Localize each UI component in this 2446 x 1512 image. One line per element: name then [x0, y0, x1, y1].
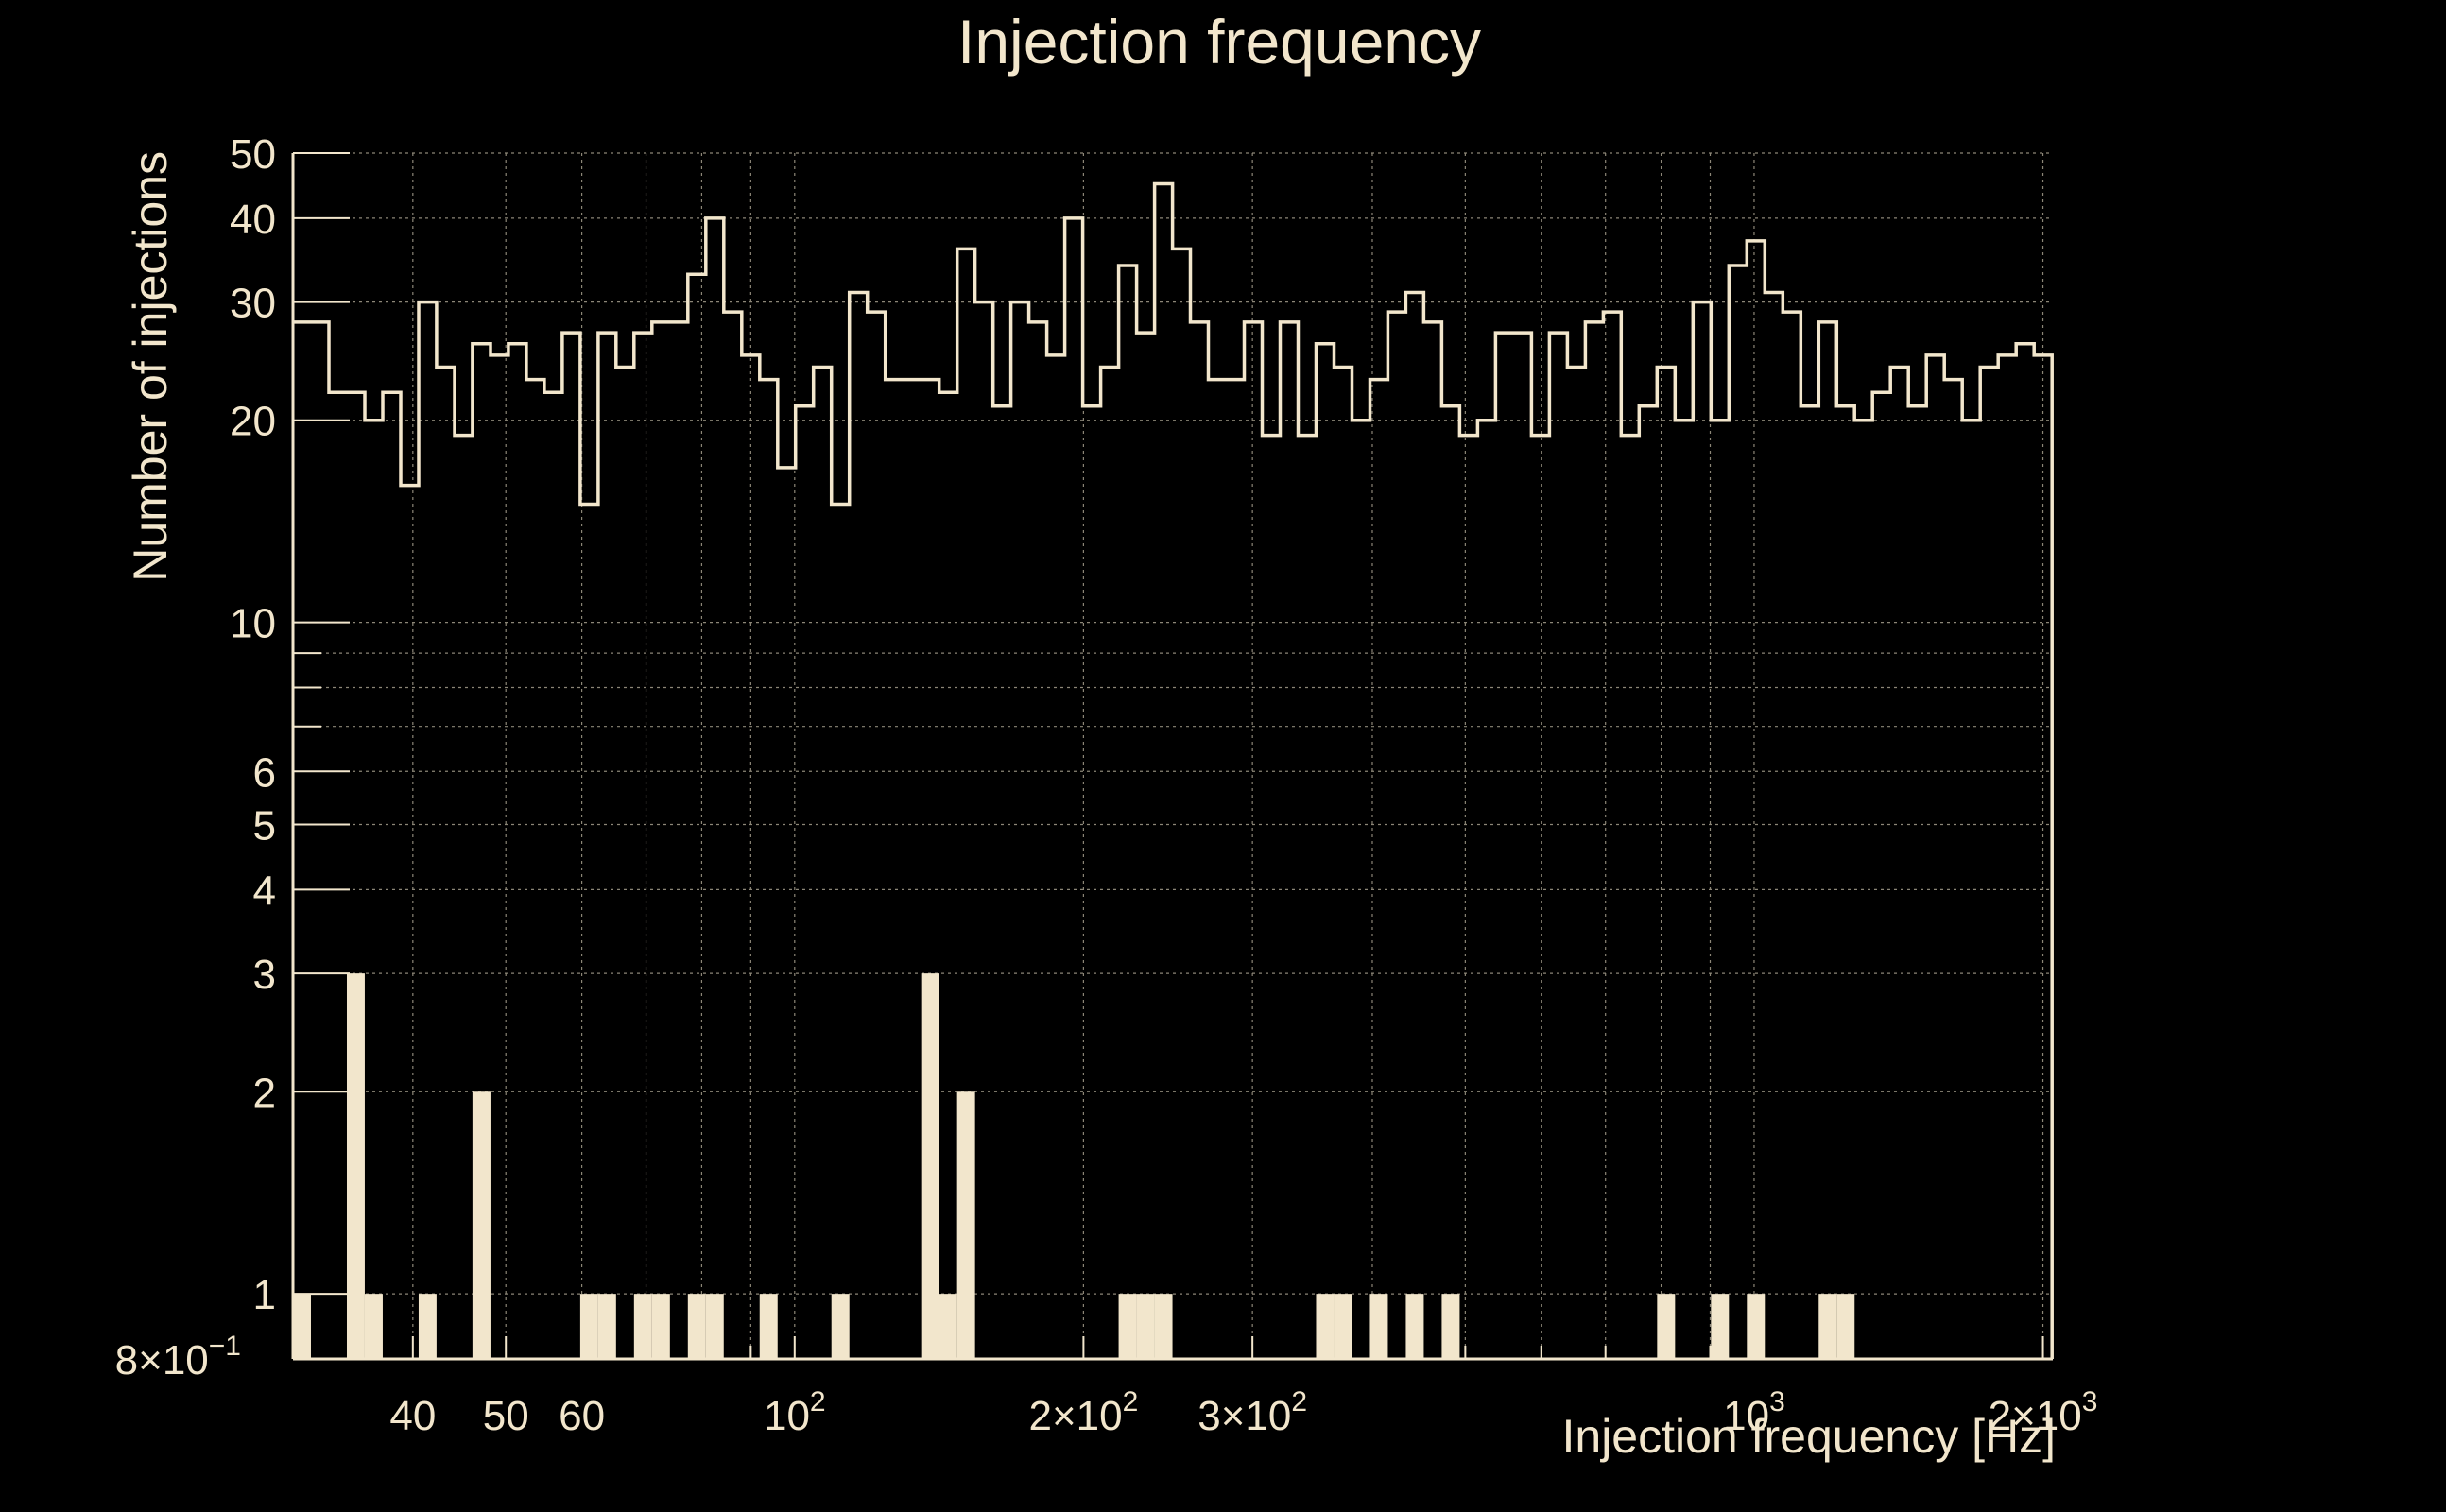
y-axis-title: Number of injections: [124, 151, 177, 582]
x-tick-label: 40: [389, 1393, 436, 1439]
histogram-bar: [1657, 1294, 1676, 1359]
histogram-bar: [346, 973, 365, 1359]
x-tick-label: 3×102: [1197, 1386, 1307, 1439]
histogram-bar: [1711, 1294, 1730, 1359]
y-tick-label: 40: [230, 197, 276, 243]
histogram-bar: [687, 1294, 706, 1359]
x-tick-label: 2×102: [1028, 1386, 1138, 1439]
histogram-bar: [831, 1294, 850, 1359]
y-tick-label: 50: [230, 131, 276, 178]
series-layer: [293, 181, 2054, 1359]
histogram-bar: [651, 1294, 670, 1359]
histogram-bar: [1405, 1294, 1424, 1359]
histogram-bar: [1836, 1294, 1855, 1359]
x-tick-label: 60: [559, 1393, 605, 1439]
histogram-bar: [472, 1091, 491, 1359]
histogram-bar: [759, 1294, 778, 1359]
tick-labels: 40 50 60 102 2×102 3×102 103 2×1038×10−11234561…: [115, 131, 2098, 1439]
x-tick-label: 2×103: [1989, 1386, 2098, 1439]
histogram-bar: [293, 1294, 311, 1359]
x-tick-label: 50: [483, 1393, 529, 1439]
histogram-bar: [1334, 1294, 1352, 1359]
y-tick-label: 20: [230, 399, 276, 445]
histogram-bar: [921, 973, 939, 1359]
y-tick-label: 4: [253, 868, 276, 914]
histogram-bar: [1369, 1294, 1388, 1359]
histogram-bar: [1118, 1294, 1137, 1359]
histogram-bar: [1441, 1294, 1460, 1359]
y-tick-label: 10: [230, 601, 276, 647]
histogram-bar: [579, 1294, 598, 1359]
y-tick-label: 1: [253, 1272, 276, 1318]
x-axis-title: Injection frequency [Hz]: [1562, 1410, 2057, 1463]
histogram-bar: [597, 1294, 616, 1359]
y-tick-label: 3: [253, 952, 276, 998]
y-tick-label: 5: [253, 803, 276, 850]
histogram-bar: [1747, 1294, 1766, 1359]
histogram-bar: [1818, 1294, 1837, 1359]
histogram-bar: [633, 1294, 652, 1359]
histogram-bar: [956, 1091, 975, 1359]
grid-lines: [293, 152, 2053, 1359]
histogram-bar: [939, 1294, 957, 1359]
histogram-bar: [1154, 1294, 1173, 1359]
histogram-bar: [1136, 1294, 1155, 1359]
y-tick-label: 30: [230, 281, 276, 327]
histogram-bar: [418, 1294, 437, 1359]
y-tick-label: 2: [253, 1070, 276, 1116]
chart-title: Injection frequency: [957, 7, 1481, 77]
histogram-bar: [364, 1294, 383, 1359]
histogram-bar: [1316, 1294, 1335, 1359]
histogram-step-line: [293, 181, 2054, 1359]
histogram-bar: [705, 1294, 724, 1359]
y-tick-label: 6: [253, 749, 276, 796]
axes: [291, 152, 2053, 1361]
